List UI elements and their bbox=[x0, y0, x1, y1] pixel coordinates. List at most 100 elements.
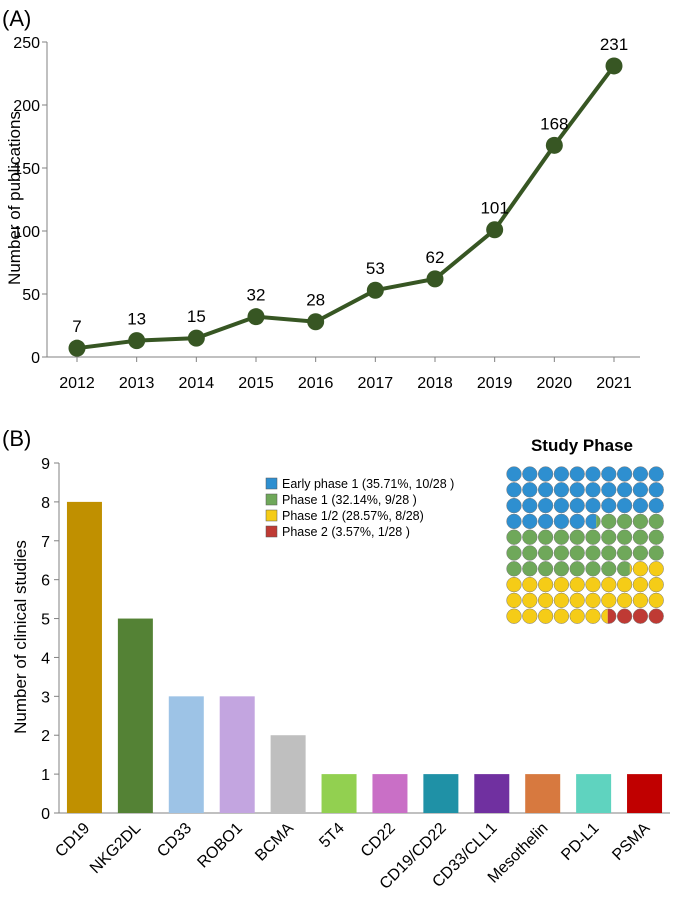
waffle-title: Study Phase bbox=[531, 436, 633, 455]
x-tick-label: 2017 bbox=[358, 375, 394, 392]
waffle-cell bbox=[616, 513, 633, 530]
bar bbox=[627, 774, 663, 813]
waffle-cell bbox=[553, 466, 570, 482]
data-label: 15 bbox=[187, 307, 206, 326]
data-label: 101 bbox=[480, 199, 508, 218]
x-tick-label: CD19 bbox=[52, 820, 93, 861]
legend-label: Phase 1/2 (28.57%, 8/28) bbox=[282, 509, 424, 523]
y-tick-label: 2 bbox=[41, 728, 50, 745]
waffle-cell bbox=[648, 608, 664, 624]
waffle-cell bbox=[632, 576, 649, 593]
axes bbox=[42, 41, 640, 362]
x-tick-label: NKG2DL bbox=[87, 820, 144, 877]
waffle-cell bbox=[537, 513, 554, 530]
data-point bbox=[68, 339, 86, 357]
waffle-cell bbox=[632, 529, 649, 545]
waffle-cell bbox=[601, 482, 617, 498]
waffle-cell bbox=[648, 466, 664, 482]
waffle-cell bbox=[522, 529, 538, 545]
waffle-cell bbox=[522, 482, 538, 498]
data-label: 13 bbox=[127, 310, 146, 329]
waffle-cell bbox=[569, 592, 585, 609]
series-line bbox=[76, 64, 616, 351]
waffle-cell bbox=[632, 592, 649, 609]
waffle-cell bbox=[506, 529, 522, 545]
data-label: 231 bbox=[600, 35, 628, 54]
tick-labels: 0 50 100 150 200 250 2012 2013 2014 2015 2016 2017 2… bbox=[13, 35, 632, 392]
x-tick-label: PSMA bbox=[609, 820, 653, 864]
x-tick-label: ROBO1 bbox=[194, 820, 246, 872]
waffle-cell bbox=[522, 545, 538, 561]
data-point bbox=[187, 329, 205, 347]
waffle-cell bbox=[537, 592, 554, 609]
waffle-cell bbox=[522, 466, 538, 482]
waffle-cell bbox=[537, 482, 554, 498]
data-label: 168 bbox=[540, 114, 568, 133]
waffle-cell bbox=[632, 466, 649, 482]
waffle-cell bbox=[585, 592, 601, 609]
waffle-cell bbox=[648, 513, 664, 530]
waffle-cell bbox=[616, 592, 633, 609]
bar bbox=[321, 774, 357, 813]
waffle-cell bbox=[553, 608, 570, 624]
waffle-cell bbox=[569, 576, 585, 593]
x-tick-label: CD33 bbox=[154, 820, 195, 861]
bar bbox=[117, 618, 153, 813]
x-tick-label: 2018 bbox=[417, 375, 453, 392]
bars bbox=[66, 501, 663, 813]
x-tick-label: 2014 bbox=[179, 375, 215, 392]
data-point bbox=[426, 270, 444, 288]
waffle-cell bbox=[632, 561, 649, 577]
data-label: 7 bbox=[72, 317, 81, 336]
bar bbox=[423, 774, 459, 813]
waffle-cell bbox=[506, 513, 522, 530]
data-point bbox=[605, 57, 623, 75]
waffle-cell bbox=[616, 529, 633, 545]
y-tick-label: 100 bbox=[13, 224, 40, 241]
waffle-cell bbox=[537, 529, 554, 545]
waffle-cell bbox=[569, 513, 585, 530]
waffle-cell bbox=[537, 561, 554, 577]
waffle-cell bbox=[537, 497, 554, 514]
waffle-cell bbox=[632, 497, 649, 514]
waffle-cell bbox=[585, 482, 601, 498]
legend-label: Early phase 1 (35.71%, 10/28 ) bbox=[282, 477, 454, 491]
waffle-cell bbox=[553, 497, 570, 514]
y-tick-label: 1 bbox=[41, 767, 50, 784]
y-tick-label: 50 bbox=[22, 287, 40, 304]
waffle-cell bbox=[648, 529, 664, 545]
legend-label: Phase 2 (3.57%, 1/28 ) bbox=[282, 525, 410, 539]
bar bbox=[372, 774, 408, 813]
waffle-cell bbox=[506, 608, 522, 624]
bar bbox=[66, 501, 102, 813]
waffle-cell bbox=[585, 608, 601, 624]
waffle-cell bbox=[522, 513, 538, 530]
waffle-cell bbox=[569, 561, 585, 577]
x-tick-label: 2016 bbox=[298, 375, 334, 392]
waffle-cell bbox=[616, 576, 633, 593]
waffle-cell bbox=[537, 576, 554, 593]
waffle-cell bbox=[553, 513, 570, 530]
waffle-cell bbox=[648, 592, 664, 609]
legend-swatch bbox=[265, 509, 278, 522]
waffle-cell bbox=[601, 592, 617, 609]
y-tick-label: 0 bbox=[41, 806, 50, 823]
y-tick-label: 8 bbox=[41, 495, 50, 512]
data-point bbox=[366, 281, 384, 299]
waffle-cell bbox=[632, 608, 649, 624]
y-tick-label: 3 bbox=[41, 689, 50, 706]
bar bbox=[219, 696, 255, 813]
publications-line-chart: (A) Number of publications 0 50 100 150 200 2… bbox=[2, 6, 640, 392]
data-label: 32 bbox=[247, 286, 266, 305]
waffle-cell bbox=[648, 576, 664, 593]
data-label: 28 bbox=[306, 291, 325, 310]
x-tick-label: 2020 bbox=[537, 375, 573, 392]
legend-swatch bbox=[265, 525, 278, 538]
waffle-cell bbox=[585, 529, 601, 545]
x-tick-label: PD-L1 bbox=[558, 820, 602, 864]
waffle-cell bbox=[569, 466, 585, 482]
waffle-cell bbox=[632, 513, 649, 530]
waffle-cell bbox=[648, 497, 664, 514]
waffle-cell bbox=[553, 576, 570, 593]
publications-series bbox=[68, 57, 623, 357]
